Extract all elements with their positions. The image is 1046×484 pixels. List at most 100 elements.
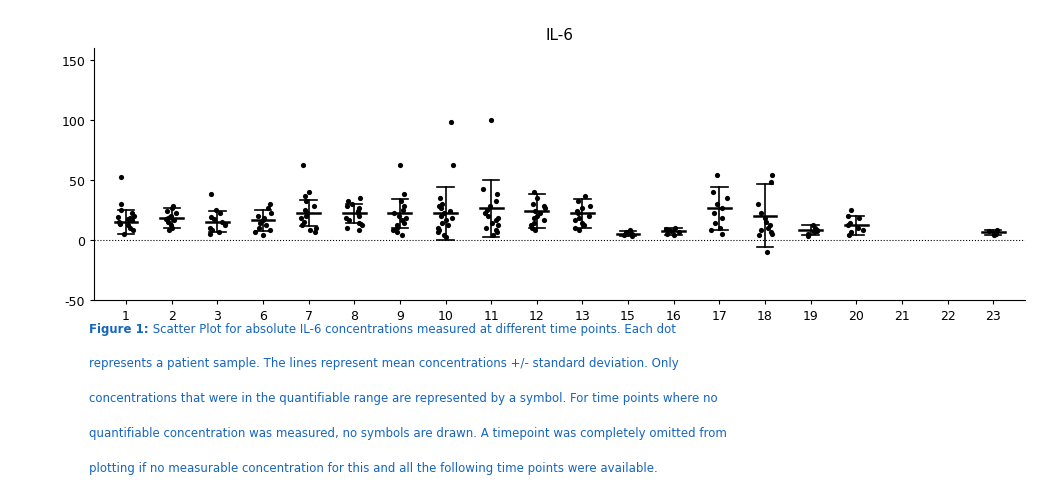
Point	[988, 227, 1005, 234]
Point	[480, 212, 497, 220]
Point	[445, 162, 461, 170]
Point	[340, 198, 357, 206]
Point	[113, 174, 130, 182]
Point	[434, 200, 451, 208]
Point	[536, 217, 552, 225]
Point	[395, 220, 412, 227]
Point	[800, 230, 817, 238]
Point	[753, 227, 770, 234]
Point	[391, 162, 408, 170]
Point	[980, 228, 997, 236]
Point	[709, 200, 726, 208]
Point	[121, 224, 138, 232]
Point	[526, 220, 543, 227]
Point	[574, 220, 591, 227]
Point	[121, 215, 138, 223]
Point	[442, 119, 459, 127]
Point	[441, 208, 458, 215]
Point	[752, 210, 769, 218]
Point	[750, 200, 767, 208]
Point	[251, 224, 268, 232]
Point	[488, 198, 505, 206]
Point	[985, 231, 1002, 239]
Point	[126, 212, 142, 220]
Point	[113, 206, 130, 214]
Point	[113, 200, 130, 208]
Point	[485, 231, 502, 239]
Point	[487, 227, 504, 234]
Point	[764, 179, 780, 186]
Point	[160, 215, 177, 223]
Point	[338, 215, 355, 223]
Point	[431, 227, 448, 234]
Title: IL-6: IL-6	[546, 28, 573, 43]
Point	[210, 229, 227, 237]
Point	[389, 222, 406, 229]
Point	[758, 248, 775, 256]
Point	[483, 117, 500, 124]
Point	[576, 222, 593, 229]
Point	[203, 191, 220, 198]
Point	[295, 218, 312, 226]
Point	[430, 203, 447, 211]
Point	[623, 230, 640, 238]
Point	[161, 213, 178, 221]
Point	[987, 230, 1004, 238]
Point	[714, 205, 731, 213]
Point	[437, 234, 454, 242]
Point	[343, 200, 360, 208]
Point	[158, 216, 175, 224]
Point	[165, 203, 182, 211]
Point	[757, 215, 774, 223]
Point	[119, 216, 136, 224]
Point	[204, 227, 221, 234]
Point	[429, 229, 446, 237]
Point	[840, 222, 857, 229]
Point	[528, 212, 545, 220]
Point	[568, 208, 585, 215]
Point	[490, 222, 506, 229]
Point	[842, 206, 859, 214]
Point	[434, 220, 451, 227]
Point	[297, 193, 314, 201]
Point	[436, 210, 453, 218]
Point	[262, 200, 278, 208]
Point	[666, 224, 683, 232]
Point	[395, 203, 412, 211]
Point	[809, 227, 825, 234]
Point	[158, 208, 175, 215]
Point	[706, 210, 723, 218]
Point	[615, 231, 632, 239]
Point	[750, 231, 767, 239]
Point	[164, 224, 181, 232]
Point	[524, 200, 541, 208]
Point	[202, 213, 219, 221]
Point	[351, 195, 368, 202]
Point	[490, 215, 506, 223]
Point	[112, 220, 129, 227]
Point	[570, 227, 587, 234]
Text: Figure 1:: Figure 1:	[89, 322, 149, 335]
Point	[160, 218, 177, 226]
Point	[396, 191, 413, 198]
Point	[249, 212, 266, 220]
Point	[385, 210, 402, 218]
Point	[567, 217, 584, 225]
Point	[395, 206, 412, 214]
Point	[247, 229, 264, 237]
Point	[799, 233, 816, 241]
Point	[444, 215, 460, 223]
Point	[202, 230, 219, 238]
Point	[439, 222, 456, 229]
Point	[804, 222, 821, 229]
Point	[855, 227, 871, 234]
Point	[251, 220, 268, 227]
Point	[478, 224, 495, 232]
Point	[481, 203, 498, 211]
Point	[763, 229, 779, 237]
Point	[162, 212, 179, 220]
Point	[257, 222, 274, 229]
Point	[397, 215, 414, 223]
Point	[570, 215, 587, 223]
Point	[527, 227, 544, 234]
